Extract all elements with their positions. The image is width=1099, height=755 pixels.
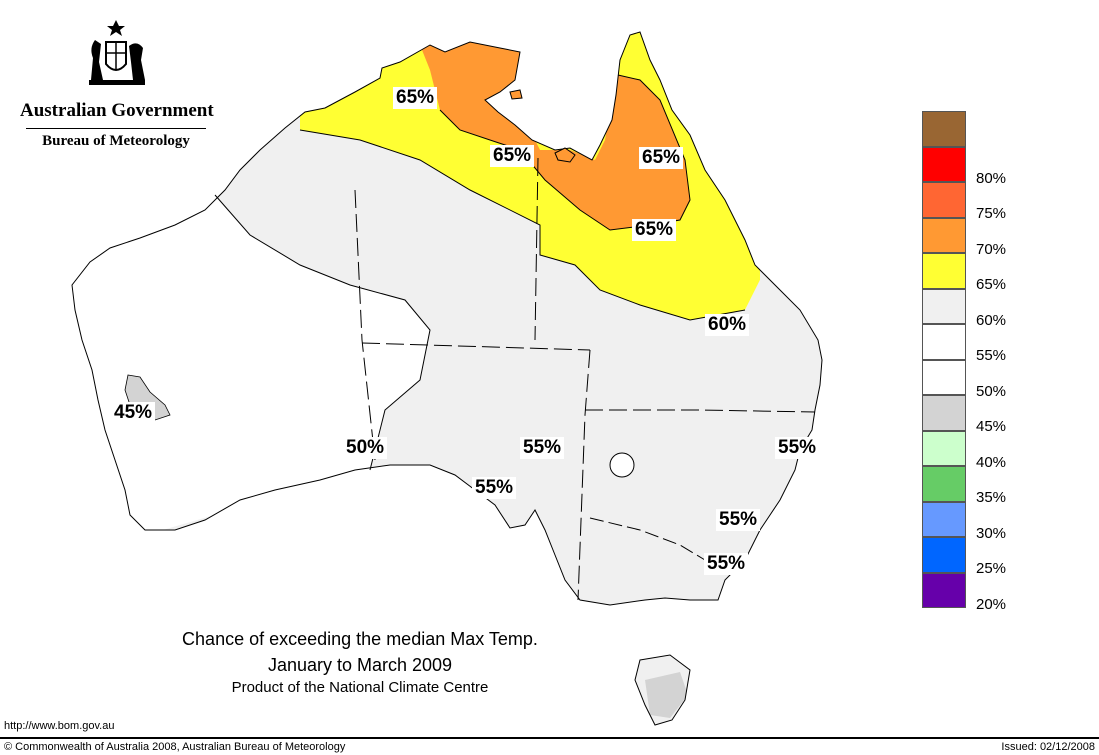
legend-row: 45% bbox=[922, 395, 1062, 435]
legend-label: 35% bbox=[976, 489, 1007, 506]
map-label: 55% bbox=[775, 437, 820, 459]
map-label: 55% bbox=[472, 477, 517, 499]
legend-label: 80% bbox=[976, 169, 1007, 187]
website-url: http://www.bom.gov.au bbox=[4, 720, 115, 732]
legend-label: 70% bbox=[976, 240, 1007, 258]
legend-label: 55% bbox=[976, 347, 1007, 364]
legend-swatch bbox=[922, 430, 966, 466]
legend-swatch bbox=[922, 253, 966, 289]
map-label: 45% bbox=[111, 402, 156, 424]
legend-swatch bbox=[922, 146, 966, 182]
legend-swatch bbox=[922, 395, 966, 431]
legend-swatch bbox=[922, 324, 966, 360]
legend-row: 40% bbox=[922, 430, 1062, 470]
logo-divider bbox=[26, 128, 206, 129]
legend-label: 65% bbox=[976, 276, 1007, 293]
government-title: Australian Government bbox=[20, 100, 214, 121]
legend-row: 50% bbox=[922, 359, 1062, 399]
legend-swatch bbox=[922, 466, 966, 502]
footer-bar: © Commonwealth of Australia 2008, Austra… bbox=[0, 737, 1099, 755]
legend-row: 80% bbox=[922, 146, 1062, 186]
legend-row: 35% bbox=[922, 466, 1062, 506]
legend-label: 40% bbox=[976, 453, 1007, 471]
legend-label: 75% bbox=[976, 205, 1007, 222]
map-title-block: Chance of exceeding the median Max Temp.… bbox=[100, 626, 620, 698]
map-label: 60% bbox=[705, 314, 750, 336]
issued-date: Issued: 02/12/2008 bbox=[1001, 741, 1095, 753]
copyright-text: © Commonwealth of Australia 2008, Austra… bbox=[4, 741, 346, 753]
legend-label: 50% bbox=[976, 382, 1007, 400]
coat-of-arms-icon bbox=[89, 20, 145, 85]
map-label: 65% bbox=[639, 147, 684, 169]
legend-row: 30% bbox=[922, 501, 1062, 541]
map-label: 65% bbox=[490, 145, 535, 167]
legend-label: 60% bbox=[976, 311, 1007, 329]
agency-name: Bureau of Meteorology bbox=[42, 133, 190, 149]
legend-swatch bbox=[922, 111, 966, 147]
legend-label: 25% bbox=[976, 560, 1007, 577]
legend-row: 65% bbox=[922, 253, 1062, 293]
government-logo-block: Australian Government Bureau of Meteorol… bbox=[20, 18, 214, 150]
map-period: January to March 2009 bbox=[267, 655, 453, 675]
legend-swatch bbox=[922, 501, 966, 537]
legend-swatch bbox=[922, 182, 966, 218]
map-label: 55% bbox=[704, 553, 749, 575]
map-title: Chance of exceeding the median Max Temp. bbox=[182, 629, 538, 649]
legend-row bbox=[922, 111, 1062, 147]
color-legend: 80% 75% 70% 65% 60% 55% 50% 45% 40% 35% … bbox=[922, 111, 1062, 612]
map-label: 65% bbox=[632, 219, 677, 241]
legend-row: 60% bbox=[922, 288, 1062, 328]
map-label: 50% bbox=[343, 437, 388, 459]
legend-swatch bbox=[922, 537, 966, 573]
legend-row: 70% bbox=[922, 217, 1062, 257]
map-label: 65% bbox=[393, 87, 438, 109]
legend-swatch bbox=[922, 359, 966, 395]
legend-row: 20% bbox=[922, 572, 1062, 612]
legend-swatch bbox=[922, 217, 966, 253]
map-label: 55% bbox=[716, 509, 761, 531]
legend-row: 25% bbox=[922, 537, 1062, 577]
legend-row: 55% bbox=[922, 324, 1062, 364]
legend-swatch bbox=[922, 572, 966, 608]
map-producer: Product of the National Climate Centre bbox=[231, 679, 489, 696]
legend-row: 75% bbox=[922, 182, 1062, 222]
legend-label: 30% bbox=[976, 524, 1007, 542]
legend-label: 20% bbox=[976, 595, 1007, 613]
map-label: 55% bbox=[520, 437, 565, 459]
legend-label: 45% bbox=[976, 418, 1007, 435]
legend-swatch bbox=[922, 288, 966, 324]
